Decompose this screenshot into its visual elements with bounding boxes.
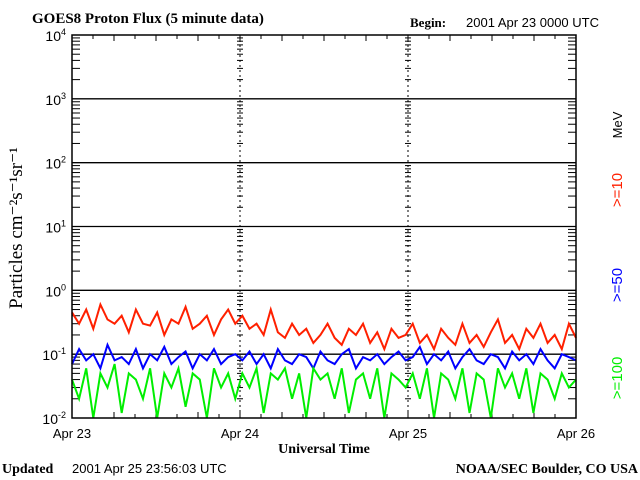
x-tick-label: Apr 24 [221,426,259,441]
y-tick-exponent: 0 [61,282,66,292]
credit: NOAA/SEC Boulder, CO USA [456,462,639,477]
y-tick-base: 10 [42,347,58,363]
y-tick-label: 102 [45,155,66,172]
y-tick-base: 10 [45,220,61,236]
y-tick-label: 100 [45,282,66,299]
y-tick-label: 10-1 [42,346,66,363]
y-tick-base: 10 [45,92,61,108]
plot-frame [71,34,577,419]
y-tick-base: 10 [45,156,61,172]
x-tick-label: Apr 26 [557,426,595,441]
begin-value: 2001 Apr 23 0000 UTC [466,15,599,30]
y-tick-label: 10-2 [42,410,66,427]
grid [72,35,576,418]
legend-ge50: >=50 [609,268,626,302]
y-tick-base: 10 [42,411,58,427]
x-tick-labels: Apr 23 Apr 24 Apr 25 Apr 26 [53,426,595,441]
series-line-ge10 [71,301,577,352]
series-line-ge50 [71,342,577,372]
y-tick-exponent: 4 [61,27,66,37]
legend-ge10: >=10 [609,173,626,207]
y-tick-exponent: 3 [61,91,66,101]
y-axis-label: Particles cm⁻²s⁻¹sr⁻¹ [6,147,27,309]
y-tick-label: 103 [45,91,66,108]
y-tick-exponent: 2 [61,155,66,165]
y-tick-exponent: -2 [58,410,66,420]
y-tick-exponent: -1 [58,346,66,356]
series-group [71,301,577,419]
legend-ge100: >=100 [609,357,626,400]
series-line-ge100 [71,363,577,419]
x-axis-label: Universal Time [278,442,370,457]
x-tick-label: Apr 23 [53,426,91,441]
x-tick-label: Apr 25 [389,426,427,441]
begin-label: Begin: [410,15,446,30]
y-tick-exponent: 1 [61,219,66,229]
legend-unit-mev: MeV [610,111,625,138]
y-tick-label: 101 [45,219,66,236]
y-tick-base: 10 [45,283,61,299]
y-tick-base: 10 [45,28,61,44]
updated-value: 2001 Apr 25 23:56:03 UTC [72,461,227,476]
chart-title: GOES8 Proton Flux (5 minute data) [32,11,264,27]
updated-label: Updated [2,462,54,477]
y-tick-label: 104 [45,27,66,44]
